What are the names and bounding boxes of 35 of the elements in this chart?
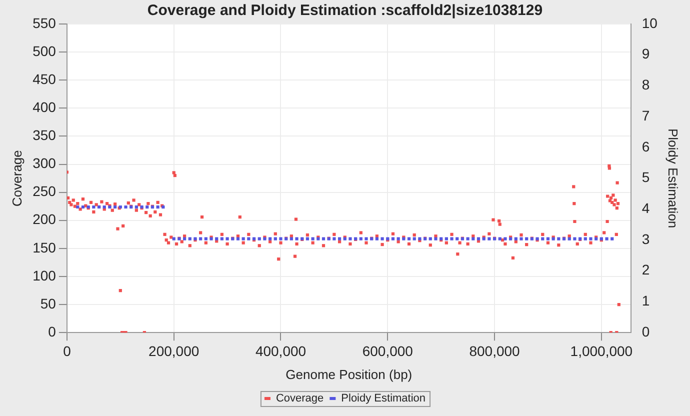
x-tick-label: 800,000 [469,342,520,359]
y2-tick-label: 5 [642,169,650,186]
y-tick-label: 200 [32,211,56,228]
x-tick-label: 200,000 [148,342,200,359]
y2-tick-label: 6 [642,138,650,154]
y2-tick-label: 7 [642,107,650,124]
legend-label: Coverage [276,392,324,405]
y2-tick-label: 4 [642,200,650,216]
y-tick-label: 550 [32,14,56,31]
legend-label: Ploidy Estimation [341,392,426,405]
chart-title: Coverage and Ploidy Estimation :scaffold2|size1038129 [147,2,543,20]
y-tick-label: 450 [32,70,56,87]
x-tick-label: 0 [63,342,72,359]
y-tick-label: 250 [32,183,56,200]
y2-tick-label: 0 [642,323,650,340]
y-tick-label: 150 [32,239,56,256]
y2-tick-label: 3 [642,230,650,247]
x-tick-label: 400,000 [255,342,306,359]
y-tick-label: 100 [32,267,56,284]
x-axis-title: Genome Position (bp) [286,366,412,382]
y2-tick-label: 10 [642,14,658,31]
y-tick-label: 400 [32,99,56,116]
y-tick-label: 0 [48,323,56,340]
y2-tick-label: 2 [642,262,650,278]
y-tick-label: 500 [32,42,56,59]
x-tick-label: 600,000 [362,342,414,359]
y2-axis-title: Ploidy Estimation [666,128,681,228]
y2-tick-label: 1 [642,292,650,309]
x-tick-label: 1,000,000 [570,342,633,359]
y2-tick-label: 8 [642,76,650,93]
y-tick-label: 50 [40,295,56,312]
y2-tick-label: 9 [642,46,650,62]
y-axis-title: Coverage [9,150,24,206]
y-tick-label: 350 [32,127,56,144]
y-tick-label: 300 [32,155,56,172]
